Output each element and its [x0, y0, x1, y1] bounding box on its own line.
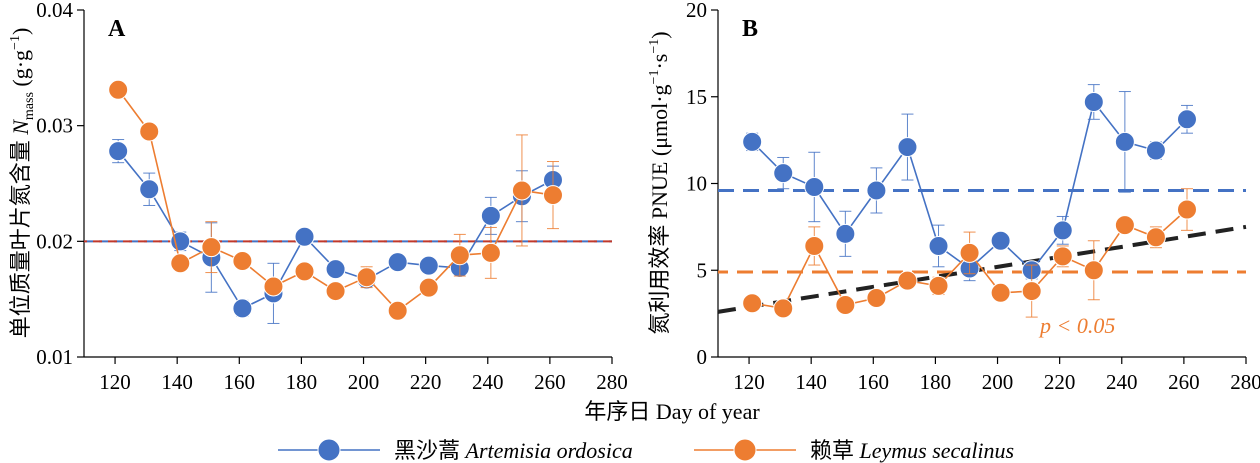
x-tick-label: 240 [472, 370, 504, 394]
y-tick-label: 5 [697, 258, 708, 282]
x-tick-label: 120 [99, 370, 131, 394]
series-leymus [108, 79, 563, 321]
data-point [387, 252, 408, 273]
data-point [866, 288, 887, 309]
y-tick-label: 0.02 [36, 229, 73, 253]
data-point [835, 223, 856, 244]
data-point [804, 176, 825, 197]
data-point [1083, 260, 1104, 281]
x-tick-label: 220 [1044, 370, 1076, 394]
data-point [480, 242, 501, 263]
data-point [139, 121, 160, 142]
data-point [1052, 220, 1073, 241]
data-point [139, 179, 160, 200]
data-point [742, 293, 763, 314]
data-point [835, 294, 856, 315]
series-artemisia [742, 84, 1197, 282]
data-point [325, 281, 346, 302]
data-point [108, 141, 129, 162]
y-tick-label: 15 [686, 85, 707, 109]
x-tick-label: 260 [1168, 370, 1200, 394]
panel-a-ylabel: 单位质量叶片氮含量 Nmass (g·g−1) [8, 28, 37, 339]
data-point [990, 282, 1011, 303]
panel-a: 单位质量叶片氮含量 Nmass (g·g−1) A 0.01 0.02 0.03 0.… [8, 0, 628, 394]
legend-label-artemisia: 黑沙蒿 Artemisia ordosica [394, 438, 633, 463]
data-point [773, 163, 794, 184]
x-tick-label: 160 [858, 370, 890, 394]
data-point [511, 180, 532, 201]
data-point [294, 261, 315, 282]
x-tick-label: 200 [982, 370, 1014, 394]
data-point [232, 250, 253, 271]
data-point [804, 235, 825, 256]
y-tick-label: 0.03 [36, 114, 73, 138]
data-point [959, 242, 980, 263]
data-point [928, 235, 949, 256]
data-point [356, 267, 377, 288]
data-point [449, 245, 470, 266]
x-tick-label: 180 [286, 370, 318, 394]
data-point [990, 230, 1011, 251]
data-point [201, 237, 222, 258]
data-point [928, 275, 949, 296]
data-point [418, 255, 439, 276]
y-tick-label: 20 [686, 0, 707, 22]
data-point [418, 277, 439, 298]
data-point [1052, 246, 1073, 267]
x-tick-label: 120 [733, 370, 765, 394]
x-tick-label: 280 [1230, 370, 1260, 394]
data-point [263, 276, 284, 297]
legend: 黑沙蒿 Artemisia ordosica 赖草 Leymus secalin… [278, 438, 1014, 463]
x-axis-label: 年序日 Day of year [584, 399, 760, 424]
data-point [480, 205, 501, 226]
data-point [1021, 281, 1042, 302]
data-point [1114, 215, 1135, 236]
y-tick-label: 10 [686, 172, 707, 196]
data-point [1176, 109, 1197, 130]
y-tick-label: 0.04 [36, 0, 73, 22]
x-tick-label: 200 [348, 370, 380, 394]
x-tick-label: 140 [161, 370, 193, 394]
data-point [108, 79, 129, 100]
data-point [773, 298, 794, 319]
data-point [897, 270, 918, 291]
data-point [1145, 227, 1166, 248]
data-point [1145, 140, 1166, 161]
data-point [1083, 91, 1104, 112]
x-tick-label: 180 [920, 370, 952, 394]
data-point [387, 300, 408, 321]
x-tick-label: 240 [1106, 370, 1138, 394]
y-tick-label: 0.01 [36, 345, 73, 369]
significance-annotation: p < 0.05 [1038, 313, 1115, 338]
x-tick-label: 260 [534, 370, 566, 394]
x-tick-label: 280 [596, 370, 628, 394]
panel-b: 氮利用效率 PNUE (μmol·g−1·s−1) B p < 0.05 0 5 1… [647, 0, 1260, 394]
legend-marker-leymus [733, 438, 757, 462]
data-point [866, 180, 887, 201]
data-point [325, 259, 346, 280]
y-tick-label: 0 [697, 345, 708, 369]
x-tick-label: 220 [410, 370, 442, 394]
panel-b-ylabel: 氮利用效率 PNUE (μmol·g−1·s−1) [647, 31, 672, 334]
panel-a-label: A [108, 16, 126, 42]
data-point [170, 253, 191, 274]
legend-marker-artemisia [317, 438, 341, 462]
x-tick-label: 160 [224, 370, 256, 394]
panel-b-label: B [742, 16, 758, 42]
legend-label-leymus: 赖草 Leymus secalinus [810, 438, 1014, 463]
data-point [294, 226, 315, 247]
series-leymus [742, 188, 1197, 319]
data-point [542, 185, 563, 206]
data-point [1114, 131, 1135, 152]
data-point [897, 137, 918, 158]
x-tick-label: 140 [795, 370, 827, 394]
data-point [232, 298, 253, 319]
data-point [1176, 199, 1197, 220]
data-point [742, 131, 763, 152]
